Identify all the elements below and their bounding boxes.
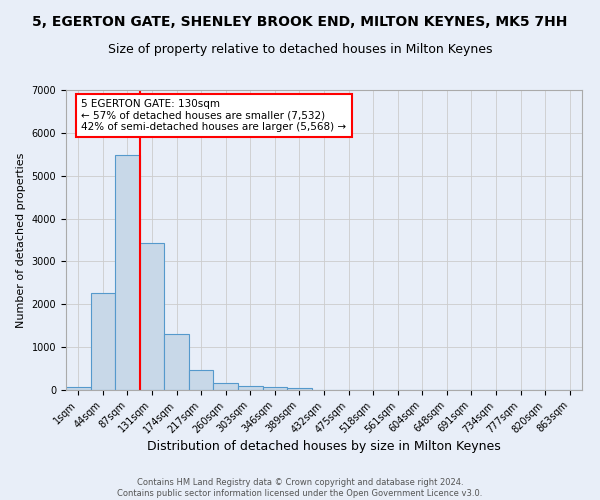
Bar [66,386,91,390]
Bar [238,386,263,390]
Y-axis label: Number of detached properties: Number of detached properties [16,152,26,328]
Bar [164,334,189,390]
Bar [140,242,164,390]
Bar [263,388,287,390]
Bar [189,370,214,390]
Text: 5 EGERTON GATE: 130sqm
← 57% of detached houses are smaller (7,532)
42% of semi-: 5 EGERTON GATE: 130sqm ← 57% of detached… [82,99,347,132]
Bar [287,388,312,390]
Bar [214,383,238,390]
Text: Size of property relative to detached houses in Milton Keynes: Size of property relative to detached ho… [108,42,492,56]
Bar [91,292,115,390]
Text: 5, EGERTON GATE, SHENLEY BROOK END, MILTON KEYNES, MK5 7HH: 5, EGERTON GATE, SHENLEY BROOK END, MILT… [32,15,568,29]
Text: Contains HM Land Registry data © Crown copyright and database right 2024.
Contai: Contains HM Land Registry data © Crown c… [118,478,482,498]
X-axis label: Distribution of detached houses by size in Milton Keynes: Distribution of detached houses by size … [147,440,501,454]
Bar [115,155,140,390]
